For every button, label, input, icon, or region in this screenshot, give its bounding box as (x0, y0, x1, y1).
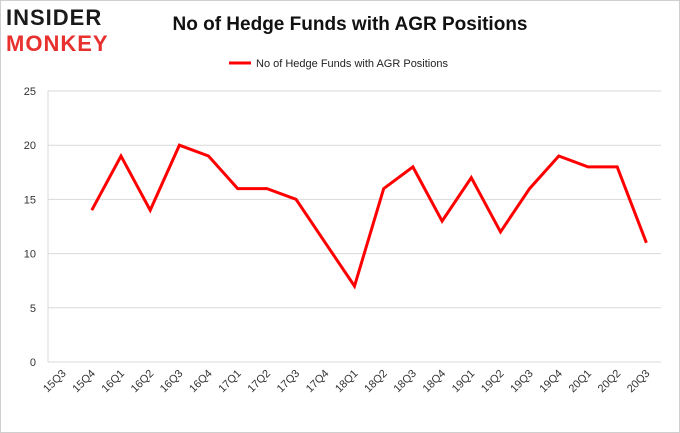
x-tick-label: 17Q2 (246, 368, 274, 396)
x-tick-label: 16Q1 (100, 368, 128, 396)
x-tick-label: 19Q2 (479, 368, 507, 396)
insider-monkey-logo: INSIDER MONKEY (6, 6, 130, 58)
x-tick-label: 15Q4 (70, 368, 98, 396)
x-axis-ticks: 15Q3 15Q4 16Q1 16Q2 16Q3 16Q4 17Q1 17Q2 17Q3 17Q4… (41, 368, 652, 396)
x-tick-label: 20Q2 (596, 368, 624, 396)
x-tick-label: 16Q3 (158, 368, 186, 396)
gridlines (47, 90, 661, 363)
x-tick-label: 17Q4 (304, 368, 332, 396)
x-tick-label: 18Q4 (421, 368, 449, 396)
series-group (90, 143, 648, 290)
series-line (90, 143, 648, 290)
x-tick-label: 18Q2 (362, 368, 390, 396)
x-tick-label: 20Q3 (625, 368, 653, 396)
y-axis-ticks: 0 5 10 15 20 25 (24, 86, 36, 369)
y-tick-label: 15 (24, 194, 36, 206)
y-tick-label: 25 (24, 86, 36, 98)
x-tick-label: 16Q2 (129, 368, 157, 396)
x-tick-label: 20Q1 (567, 368, 595, 396)
legend-label: No of Hedge Funds with AGR Positions (256, 58, 448, 70)
chart-title: No of Hedge Funds with AGR Positions (172, 14, 528, 35)
x-tick-label: 19Q3 (508, 368, 536, 396)
x-tick-label: 18Q3 (391, 368, 419, 396)
x-tick-label: 19Q1 (450, 368, 478, 396)
x-tick-label: 17Q1 (216, 368, 244, 396)
x-tick-label: 17Q3 (275, 368, 303, 396)
y-tick-label: 0 (30, 357, 36, 369)
x-tick-label: 15Q3 (41, 368, 69, 396)
x-tick-label: 16Q4 (187, 368, 215, 396)
x-tick-label: 18Q1 (333, 368, 361, 396)
y-tick-label: 20 (24, 140, 36, 152)
x-tick-label: 19Q4 (537, 368, 565, 396)
legend: No of Hedge Funds with AGR Positions (229, 58, 448, 70)
logo-word-monkey: MONKEY (6, 31, 109, 56)
y-tick-label: 10 (24, 249, 36, 261)
y-tick-label: 5 (30, 303, 36, 315)
logo-word-insider: INSIDER (6, 5, 103, 30)
